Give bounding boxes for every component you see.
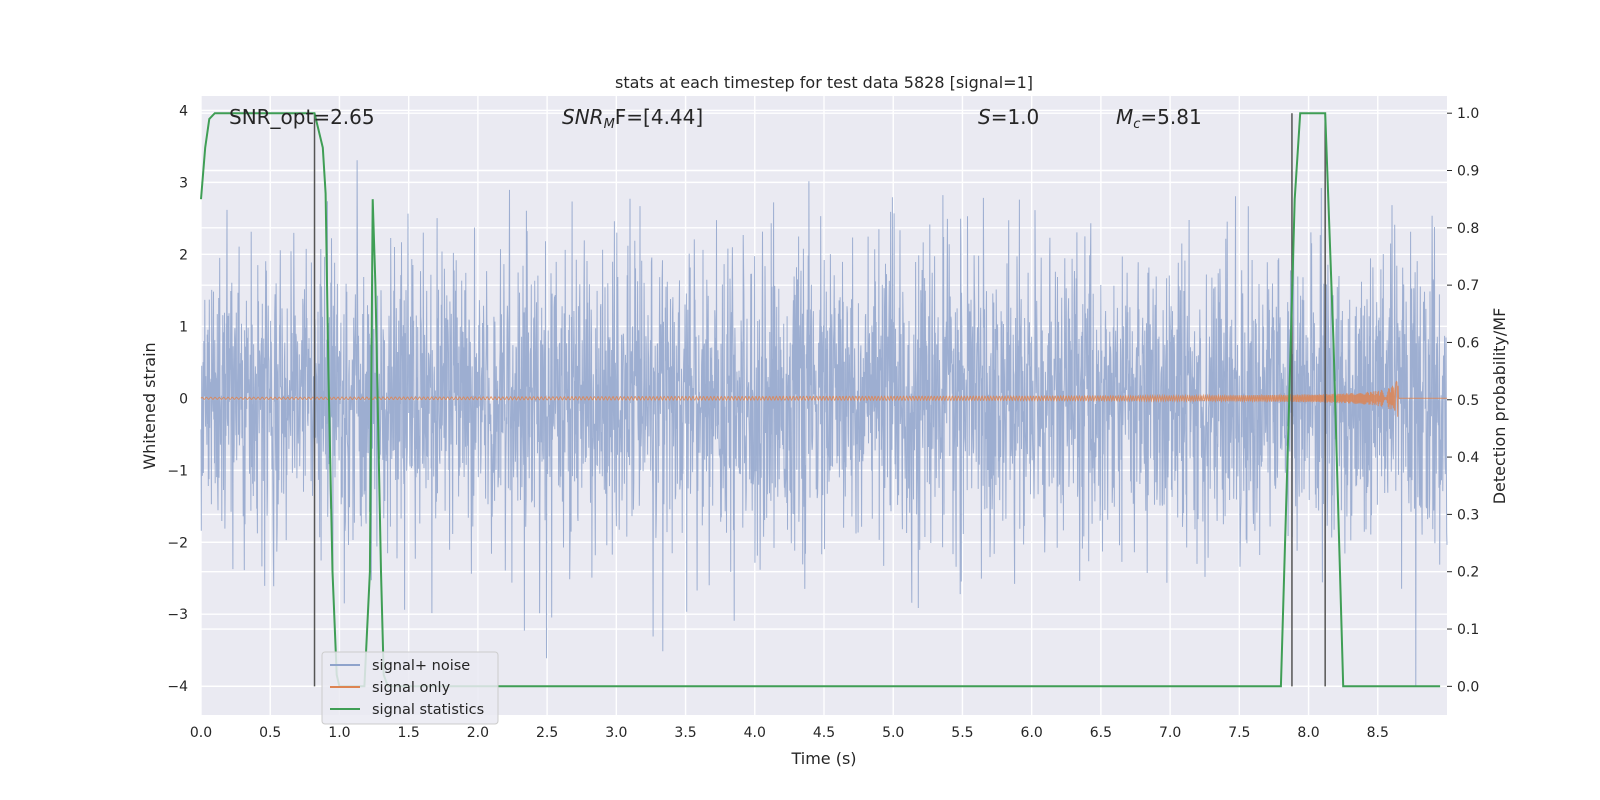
right-y-tick-label: 0.0 <box>1457 679 1479 695</box>
x-tick-label: 2.0 <box>467 725 489 741</box>
left-y-tick-label: 1 <box>179 319 188 335</box>
annotation-snr-opt: SNR_opt=2.65 <box>229 105 375 129</box>
right-y-tick-label: 0.8 <box>1457 221 1479 237</box>
x-tick-label: 4.5 <box>813 725 835 741</box>
legend-label-signal-only: signal only <box>372 680 451 696</box>
x-tick-labels: 0.0 0.5 1.0 1.5 2.0 2.5 3.0 3.5 4.0 4.5 5.0 5.5 6.0 6… <box>190 725 1389 741</box>
x-tick-label: 1.5 <box>398 725 420 741</box>
left-y-tick-label: 3 <box>179 175 188 191</box>
right-y-tick-labels: 1.0 0.9 0.8 0.7 0.6 0.5 0.4 0.3 0.2 0.1 0.0 <box>1457 106 1479 695</box>
right-y-tick-label: 0.4 <box>1457 450 1479 466</box>
x-axis-label: Time (s) <box>790 749 856 768</box>
signal-statistics-series <box>200 112 1441 688</box>
right-y-tick-label: 0.6 <box>1457 335 1479 351</box>
right-y-tick-label: 0.1 <box>1457 622 1479 638</box>
x-tick-label: 1.0 <box>328 725 350 741</box>
legend-box <box>321 651 499 725</box>
x-tick-label: 8.5 <box>1367 725 1389 741</box>
left-y-tick-label: −1 <box>167 463 188 479</box>
x-tick-label: 7.5 <box>1228 725 1250 741</box>
annotations: SNR_opt=2.65 SNRMF=[4.44] S=1.0 Mc=5.81 <box>229 105 1202 132</box>
right-y-tick-label: 0.2 <box>1457 565 1479 581</box>
x-tick-label: 2.5 <box>536 725 558 741</box>
x-tick-label: 5.5 <box>951 725 973 741</box>
right-y-axis-label: Detection probability/MF <box>1490 308 1509 505</box>
left-y-tick-label: −2 <box>167 535 188 551</box>
chart-title: stats at each timestep for test data 582… <box>615 73 1033 92</box>
x-tick-label: 4.0 <box>744 725 766 741</box>
left-y-tick-labels: 4 3 2 1 0 −1 −2 −3 −4 <box>167 103 188 695</box>
x-tick-label: 7.0 <box>1159 725 1181 741</box>
x-tick-label: 6.5 <box>1090 725 1112 741</box>
x-tick-label: 0.5 <box>259 725 281 741</box>
legend-label-signal-noise: signal+ noise <box>372 658 470 674</box>
annotation-snr-mf: SNRMF=[4.44] <box>562 105 703 132</box>
x-tick-label: 3.0 <box>605 725 627 741</box>
legend-label-signal-statistics: signal statistics <box>372 702 484 718</box>
left-y-axis-label: Whitened strain <box>140 342 159 469</box>
right-y-tick-label: 0.7 <box>1457 278 1479 294</box>
x-tick-label: 6.0 <box>1021 725 1043 741</box>
left-y-tick-label: 2 <box>179 247 188 263</box>
right-y-tick-label: 0.3 <box>1457 507 1479 523</box>
signal-plus-noise-line <box>200 160 1448 687</box>
right-y-tick-label: 0.5 <box>1457 393 1479 409</box>
signal-statistics-line <box>200 112 1441 688</box>
vertical-markers <box>313 113 1326 687</box>
left-y-tick-label: 4 <box>179 103 188 119</box>
x-tick-label: 0.0 <box>190 725 212 741</box>
x-tick-label: 8.0 <box>1297 725 1319 741</box>
x-tick-label: 5.0 <box>882 725 904 741</box>
right-y-tick-label: 0.9 <box>1457 164 1479 180</box>
left-y-tick-label: −3 <box>167 607 188 623</box>
left-y-tick-label: −4 <box>167 679 188 695</box>
left-y-tick-label: 0 <box>179 391 188 407</box>
signal-only-line <box>200 380 1447 417</box>
signal-only-series <box>200 380 1447 417</box>
legend: signal+ noise signal only signal statist… <box>321 651 499 725</box>
signal-plus-noise-series <box>200 160 1448 687</box>
x-tick-label: 3.5 <box>674 725 696 741</box>
annotation-s: S=1.0 <box>978 105 1039 129</box>
right-y-tick-label: 1.0 <box>1457 106 1479 122</box>
annotation-mc: Mc=5.81 <box>1116 105 1202 132</box>
